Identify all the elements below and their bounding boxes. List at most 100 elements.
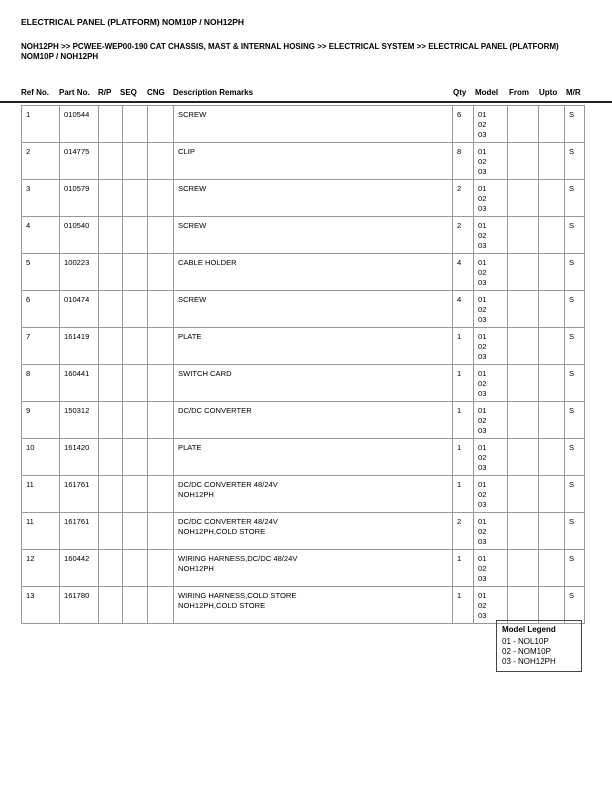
upto-cell: [538, 364, 565, 402]
mr: S: [564, 179, 585, 217]
part-no: 150312: [59, 401, 99, 439]
column-header: M/R: [566, 88, 581, 97]
model-code: 03: [478, 352, 487, 361]
part-no: 010579: [59, 179, 99, 217]
models: 01 02 03: [473, 401, 508, 439]
column-header: R/P: [98, 88, 112, 97]
model-code: 02: [478, 453, 487, 462]
model-code: 03: [478, 537, 487, 546]
model-legend: Model Legend 01 - NOL10P 02 - NOM10P 03 …: [496, 620, 582, 672]
part-no: 161419: [59, 327, 99, 365]
model-code: 03: [478, 130, 487, 139]
model-code: 02: [478, 157, 487, 166]
description: CABLE HOLDER: [173, 253, 453, 291]
ref-no: 9: [21, 401, 60, 439]
seq-cell: [122, 105, 148, 143]
model-code: 01: [478, 147, 487, 156]
remark-text: NOH12PH,COLD STORE: [178, 601, 266, 610]
model-code: 01: [478, 110, 487, 119]
from-cell: [507, 475, 539, 513]
cng-cell: [147, 401, 174, 439]
qty: 1: [452, 327, 474, 365]
table-row: 7 161419 PLATE 1 01 02 03 S: [21, 327, 585, 365]
model-code: 02: [478, 379, 487, 388]
upto-cell: [538, 401, 565, 439]
mr: S: [564, 290, 585, 328]
cng-cell: [147, 586, 174, 624]
remark-text: NOH12PH,COLD STORE: [178, 527, 266, 536]
mr: S: [564, 364, 585, 402]
mr: S: [564, 586, 585, 624]
model-code: 01: [478, 554, 487, 563]
part-no: 161420: [59, 438, 99, 476]
cng-cell: [147, 475, 174, 513]
mr: S: [564, 216, 585, 254]
models: 01 02 03: [473, 586, 508, 624]
ref-no: 5: [21, 253, 60, 291]
table-row: 9 150312 DC/DC CONVERTER 1 01 02 03 S: [21, 401, 585, 439]
column-header: SEQ: [120, 88, 137, 97]
rp-cell: [98, 364, 123, 402]
table-row: 10 161420 PLATE 1 01 02 03 S: [21, 438, 585, 476]
seq-cell: [122, 512, 148, 550]
rp-cell: [98, 179, 123, 217]
description: DC/DC CONVERTER 48/24V NOH12PH,COLD STORE: [173, 512, 453, 550]
table-row: 4 010540 SCREW 2 01 02 03 S: [21, 216, 585, 254]
seq-cell: [122, 216, 148, 254]
part-no: 100223: [59, 253, 99, 291]
qty: 1: [452, 401, 474, 439]
mr: S: [564, 142, 585, 180]
from-cell: [507, 549, 539, 587]
rp-cell: [98, 216, 123, 254]
qty: 6: [452, 105, 474, 143]
model-code: 02: [478, 305, 487, 314]
model-code: 01: [478, 332, 487, 341]
from-cell: [507, 438, 539, 476]
table-row: 3 010579 SCREW 2 01 02 03 S: [21, 179, 585, 217]
description: SWITCH CARD: [173, 364, 453, 402]
qty: 1: [452, 549, 474, 587]
model-code: 02: [478, 490, 487, 499]
model-code: 03: [478, 204, 487, 213]
cng-cell: [147, 364, 174, 402]
ref-no: 8: [21, 364, 60, 402]
description-text: SCREW: [178, 221, 207, 230]
seq-cell: [122, 364, 148, 402]
seq-cell: [122, 549, 148, 587]
column-header: Qty: [453, 88, 467, 97]
rp-cell: [98, 512, 123, 550]
upto-cell: [538, 253, 565, 291]
description-text: WIRING HARNESS,COLD STORE: [178, 591, 297, 600]
from-cell: [507, 401, 539, 439]
models: 01 02 03: [473, 290, 508, 328]
table-row: 2 014775 CLIP 8 01 02 03 S: [21, 142, 585, 180]
description: WIRING HARNESS,DC/DC 48/24V NOH12PH: [173, 549, 453, 587]
ref-no: 13: [21, 586, 60, 624]
qty: 4: [452, 290, 474, 328]
part-no: 161761: [59, 512, 99, 550]
description-text: SCREW: [178, 295, 207, 304]
qty: 4: [452, 253, 474, 291]
table-row: 5 100223 CABLE HOLDER 4 01 02 03 S: [21, 253, 585, 291]
cng-cell: [147, 549, 174, 587]
description: SCREW: [173, 179, 453, 217]
description-text: CABLE HOLDER: [178, 258, 237, 267]
ref-no: 1: [21, 105, 60, 143]
models: 01 02 03: [473, 512, 508, 550]
upto-cell: [538, 438, 565, 476]
cng-cell: [147, 142, 174, 180]
legend-item: 01 - NOL10P: [502, 637, 549, 646]
description-text: SCREW: [178, 184, 207, 193]
table-row: 12 160442 WIRING HARNESS,DC/DC 48/24V NOH…: [21, 549, 585, 587]
breadcrumb: NOH12PH >> PCWEE-WEP00-190 CAT CHASSIS, …: [21, 42, 559, 61]
mr: S: [564, 253, 585, 291]
seq-cell: [122, 401, 148, 439]
parts-table: 1 010544 SCREW 6 01 02 03 S 2 014775 CLIP …: [21, 105, 585, 624]
cng-cell: [147, 327, 174, 365]
part-no: 010474: [59, 290, 99, 328]
seq-cell: [122, 327, 148, 365]
ref-no: 11: [21, 512, 60, 550]
from-cell: [507, 512, 539, 550]
model-code: 03: [478, 500, 487, 509]
